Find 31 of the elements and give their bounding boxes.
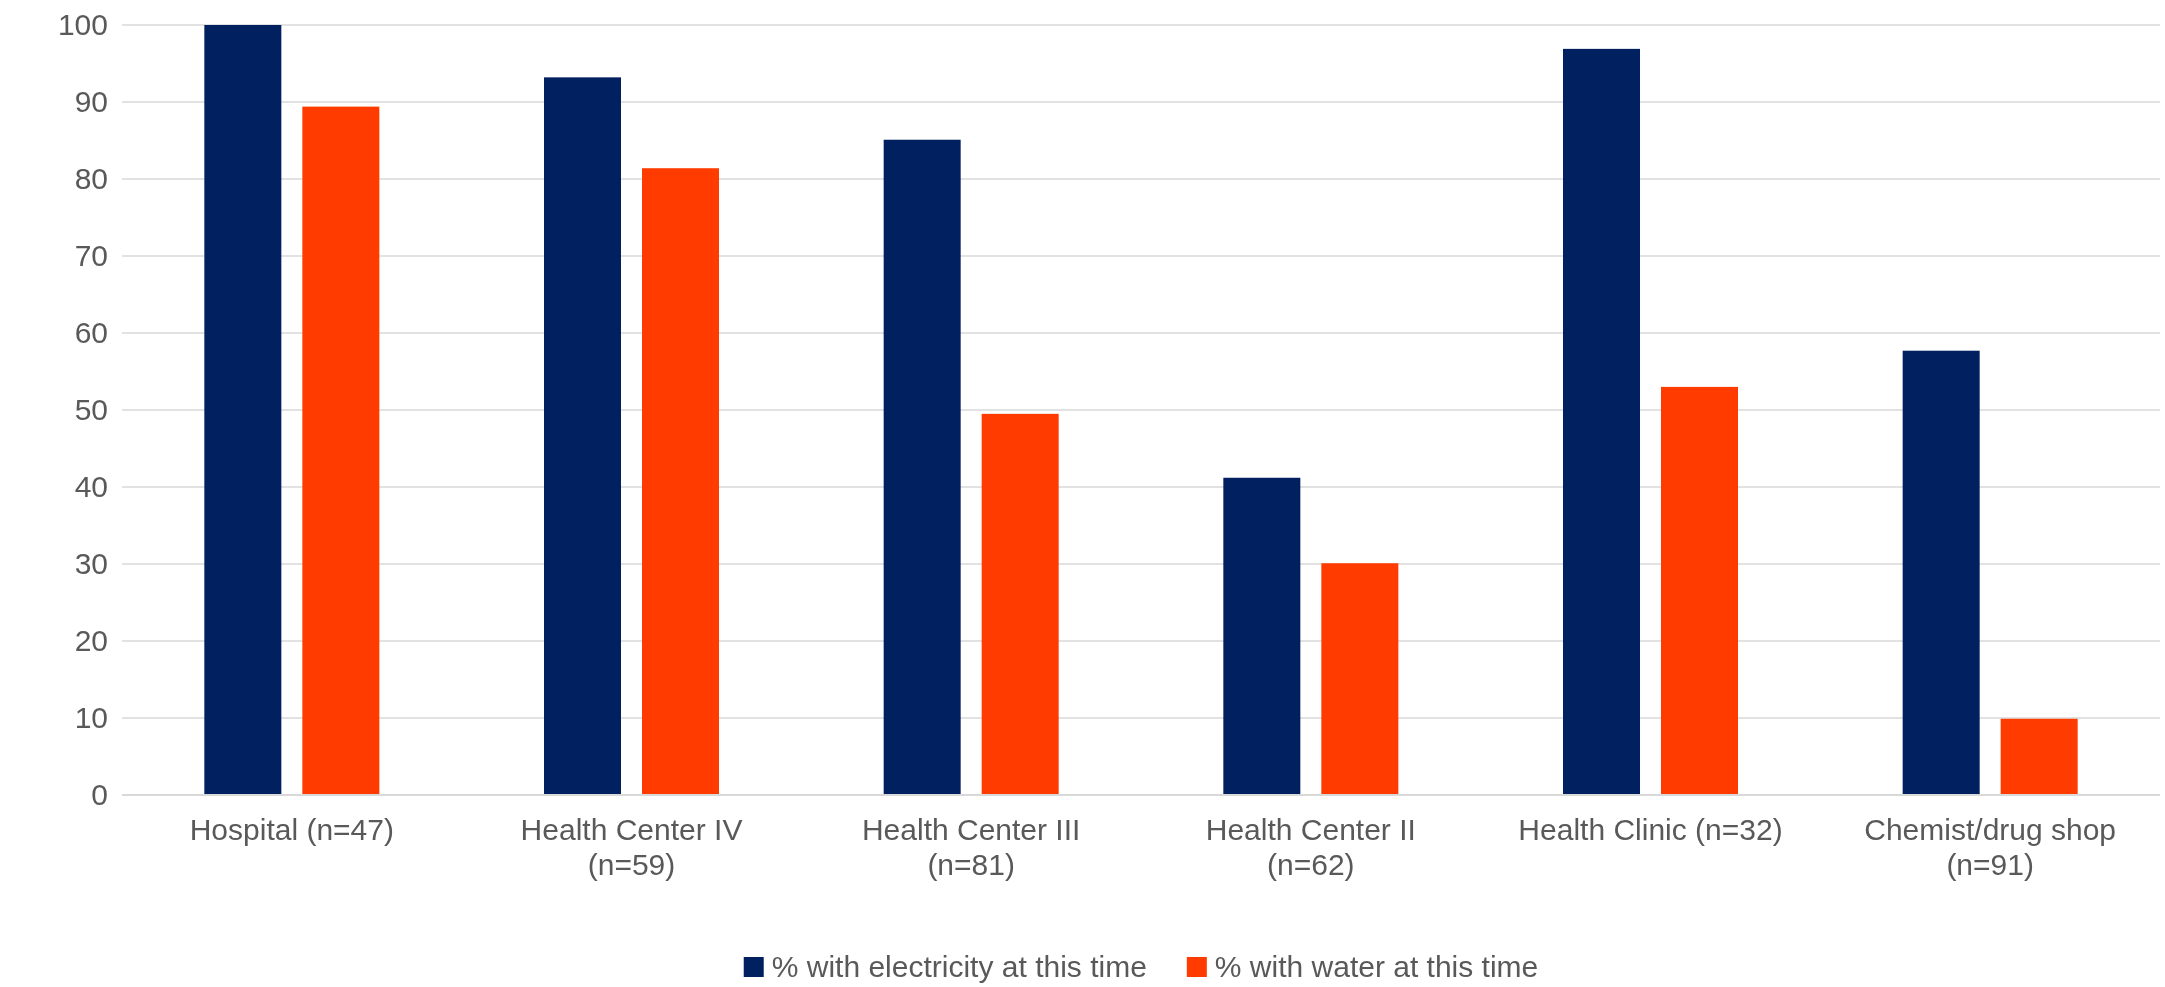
bar (883, 139, 961, 795)
bar (302, 106, 380, 795)
y-tick-label: 100 (57, 8, 108, 42)
bar (1902, 350, 1980, 795)
y-tick-label: 60 (74, 316, 108, 350)
bar (1563, 48, 1640, 795)
y-tick-label: 40 (74, 470, 108, 504)
bar (544, 77, 621, 795)
bar (642, 168, 719, 795)
x-tick-label: Health Clinic (n=32) (1518, 813, 1783, 846)
y-tick-label: 0 (91, 778, 108, 812)
x-tick-label: Health Center IV (n=59) (520, 813, 743, 881)
y-tick-label: 90 (74, 85, 108, 119)
x-tick-label: Chemist/drug shop (n=91) (1864, 813, 2117, 881)
y-tick-label: 50 (74, 393, 108, 427)
x-tick-label: Health Center II (n=62) (1205, 813, 1416, 881)
legend-label: % with water at this time (1214, 950, 1539, 983)
bar (1321, 563, 1399, 795)
bar (981, 413, 1059, 795)
bar (1661, 386, 1738, 795)
legend-label: % with electricity at this time (771, 950, 1147, 983)
y-tick-label: 30 (74, 547, 108, 581)
y-tick-label: 20 (74, 624, 108, 658)
x-tick-label: Health Center III (n=81) (861, 813, 1081, 881)
y-tick-label: 10 (74, 701, 108, 735)
y-tick-label: 70 (74, 239, 108, 273)
bar (2000, 718, 2078, 795)
y-tick-label: 80 (74, 162, 108, 196)
bar (1223, 477, 1301, 795)
bar (204, 25, 282, 795)
x-tick-label: Hospital (n=47) (189, 813, 394, 846)
